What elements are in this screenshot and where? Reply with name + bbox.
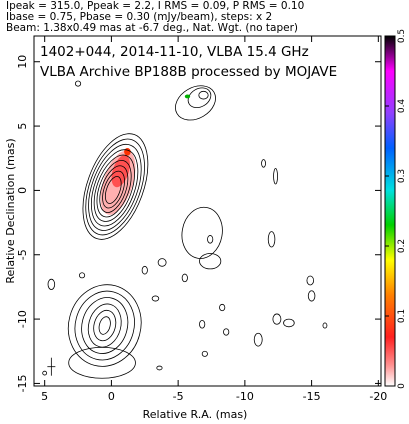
noise-contour bbox=[283, 318, 295, 328]
core-contour bbox=[90, 149, 139, 227]
axis-ticks: 5 0 -5 -10 -15 -20 10 5 0 -5 -10 -15 bbox=[16, 36, 387, 403]
noise-contour bbox=[181, 273, 188, 283]
noise-contour bbox=[42, 370, 48, 376]
colorbar-tick-label: 0.3 bbox=[397, 169, 407, 183]
noise-contour bbox=[223, 328, 230, 336]
colorbar-tick-label: 0.1 bbox=[397, 309, 407, 323]
y-tick-label: 5 bbox=[16, 123, 29, 130]
core-color-max bbox=[124, 147, 131, 156]
noise-contour bbox=[47, 278, 56, 290]
core-contour bbox=[104, 176, 122, 204]
noise-contour bbox=[306, 275, 315, 286]
core-contour bbox=[99, 165, 129, 213]
noise-contour bbox=[151, 295, 160, 302]
noise-contour bbox=[141, 265, 148, 275]
y-tick-label: -5 bbox=[16, 249, 29, 260]
core-contour bbox=[93, 154, 135, 222]
noise-contour bbox=[78, 272, 86, 279]
noise-contour bbox=[156, 365, 163, 371]
noise-contour bbox=[199, 319, 206, 329]
east-blob-contour bbox=[181, 206, 223, 259]
x-tick-label: -10 bbox=[236, 390, 254, 403]
plot-frame bbox=[33, 35, 382, 387]
noise-contour bbox=[322, 322, 328, 329]
noise-contour bbox=[307, 290, 316, 302]
noise-contour bbox=[207, 235, 214, 244]
north-jet-contour bbox=[175, 85, 216, 121]
noise-contour bbox=[74, 80, 82, 87]
noise-contour bbox=[157, 258, 167, 267]
south-jet-contour bbox=[74, 290, 135, 361]
colorbar-tick-label: 0.5 bbox=[397, 29, 407, 43]
chart-subtitle: VLBA Archive BP188B processed by MOJAVE bbox=[40, 64, 337, 80]
noise-contour bbox=[219, 303, 226, 312]
south-jet-contour bbox=[93, 309, 117, 342]
x-tick-label: 0 bbox=[108, 390, 115, 403]
header-line-base: Ibase = 0.75, Pbase = 0.30 (mJy/beam), s… bbox=[6, 11, 273, 23]
core-contour bbox=[82, 133, 149, 240]
north-jet-contour bbox=[187, 87, 212, 109]
south-jet-contour bbox=[67, 284, 142, 367]
noise-contour bbox=[253, 332, 263, 347]
y-tick-label: -15 bbox=[16, 374, 29, 392]
x-tick-label: 5 bbox=[41, 390, 48, 403]
y-tick-label: 10 bbox=[16, 55, 29, 69]
contour-layer bbox=[42, 80, 328, 379]
x-tick-label: -15 bbox=[303, 390, 321, 403]
colorbar-tick-label: 0.4 bbox=[397, 99, 407, 114]
header-line-peak: Ipeak = 315.0, Ppeak = 2.2, I RMS = 0.09… bbox=[6, 0, 305, 12]
north-jet-color-spot bbox=[184, 94, 191, 99]
noise-contour bbox=[261, 159, 266, 168]
x-tick-label: -20 bbox=[369, 390, 387, 403]
y-axis-label: Relative Declination (mas) bbox=[4, 138, 17, 283]
y-tick-label: -10 bbox=[16, 310, 29, 328]
colorbar-tick-label: 0 bbox=[397, 383, 407, 389]
chart-title: 1402+044, 2014-11-10, VLBA 15.4 GHz bbox=[40, 44, 309, 60]
south-jet-contour bbox=[98, 316, 111, 335]
colorbar bbox=[384, 35, 396, 387]
y-tick-label: 0 bbox=[16, 187, 29, 194]
colorbar-tick-label: 0.2 bbox=[397, 239, 407, 253]
north-jet-contour bbox=[198, 90, 209, 100]
south-jet-contour bbox=[68, 346, 136, 379]
core-contour bbox=[102, 170, 125, 209]
x-axis-label: Relative R.A. (mas) bbox=[143, 408, 248, 421]
core-contour bbox=[85, 138, 145, 236]
colorbar-ticks: 0 0.1 0.2 0.3 0.4 0.5 bbox=[385, 29, 407, 389]
core-contour bbox=[88, 143, 142, 231]
noise-contour bbox=[201, 350, 208, 357]
noise-contour bbox=[272, 313, 282, 325]
header-line-beam: Beam: 1.38x0.49 mas at -6.7 deg., Nat. W… bbox=[6, 22, 299, 34]
core-contour bbox=[96, 160, 132, 218]
south-jet-contour bbox=[81, 297, 129, 354]
x-tick-label: -5 bbox=[173, 390, 184, 403]
core-color-peak bbox=[111, 155, 130, 188]
noise-contour bbox=[267, 231, 276, 248]
south-jet-contour bbox=[87, 303, 122, 348]
noise-contour bbox=[273, 168, 278, 185]
east-blob-contour bbox=[199, 253, 222, 270]
